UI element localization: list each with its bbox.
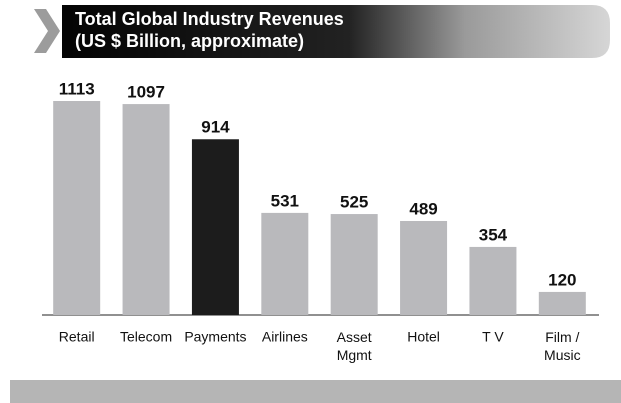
x-tick-label: Airlines	[262, 329, 308, 345]
title-banner	[30, 5, 610, 58]
bar	[400, 220, 448, 315]
value-label: 1097	[127, 83, 165, 102]
x-tick-label: Asset Mgmt	[337, 329, 372, 363]
value-label: 354	[479, 225, 508, 244]
value-label: 1113	[59, 79, 95, 98]
x-tick-label: Hotel	[407, 329, 440, 345]
x-tick-label: Payments	[184, 329, 246, 345]
x-tick-label: T V	[482, 329, 504, 345]
bar	[122, 104, 170, 315]
x-tick-label: Film / Music	[544, 329, 581, 363]
x-tick-label: Retail	[59, 329, 95, 345]
value-label: 525	[340, 193, 368, 212]
value-label: 531	[271, 191, 299, 210]
x-tick-label: Telecom	[120, 329, 172, 345]
value-label: 120	[548, 270, 576, 289]
chart-title: Total Global Industry Revenues	[75, 9, 344, 29]
value-label: 489	[409, 199, 437, 218]
value-label: 914	[201, 118, 230, 137]
chevron-icon	[34, 9, 60, 53]
bar	[261, 212, 309, 315]
bar	[330, 214, 378, 315]
bar	[191, 139, 239, 315]
bar	[53, 101, 101, 315]
bar	[469, 246, 517, 315]
bar	[538, 291, 586, 315]
chart-subtitle: (US $ Billion, approximate)	[75, 31, 304, 51]
footer-band	[10, 380, 621, 403]
